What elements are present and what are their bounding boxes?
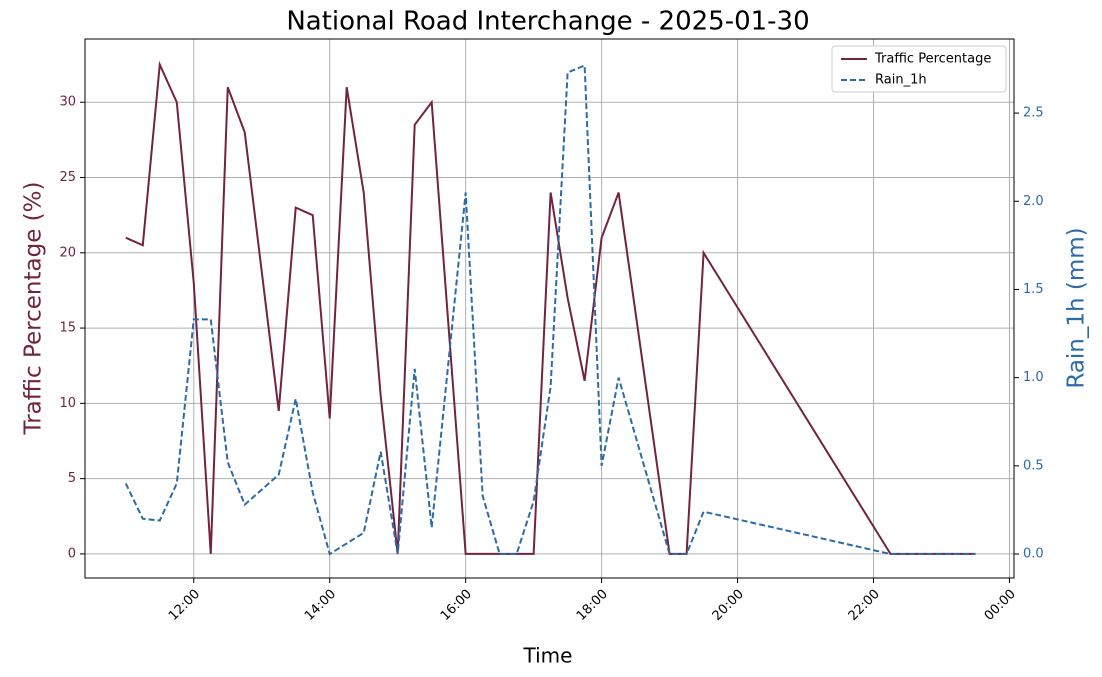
x-tick-label: 22:00 (846, 587, 883, 624)
plot-frame (84, 38, 1015, 579)
y2-tick-label: 1.5 (1023, 282, 1044, 297)
y2-tick-label: 0.5 (1023, 458, 1044, 473)
y2-tick-label: 2.5 (1023, 106, 1044, 121)
x-axis-label: Time (523, 644, 573, 668)
y2-axis-label: Rain_1h (mm) (1064, 227, 1090, 388)
y-tick-label: 5 (68, 471, 76, 486)
x-tick-label: 14:00 (302, 587, 339, 624)
y-tick-label: 20 (59, 245, 76, 260)
y-tick-label: 25 (59, 170, 76, 185)
y-axis-label: Traffic Percentage (%) (21, 182, 47, 436)
x-tick-label: 12:00 (166, 587, 203, 624)
legend-label: Rain_1h (875, 73, 927, 88)
legend-box (831, 45, 1007, 93)
series-line (125, 60, 976, 555)
y2-tick-label: 0.0 (1023, 547, 1044, 562)
y-tick-label: 0 (68, 546, 76, 561)
legend-label: Traffic Percentage (874, 52, 991, 67)
y-tick-label: 30 (59, 95, 76, 110)
y-tick-label: 15 (59, 321, 76, 336)
x-tick-label: 00:00 (982, 587, 1019, 624)
x-tick-label: 18:00 (574, 587, 611, 624)
y2-tick-label: 2.0 (1023, 194, 1044, 209)
x-tick-label: 20:00 (710, 587, 747, 624)
series-line (124, 63, 976, 556)
y2-tick-label: 1.0 (1023, 370, 1044, 385)
y-tick-label: 10 (59, 396, 76, 411)
x-tick-label: 16:00 (438, 587, 475, 624)
chart-title: National Road Interchange - 2025-01-30 (286, 7, 809, 37)
